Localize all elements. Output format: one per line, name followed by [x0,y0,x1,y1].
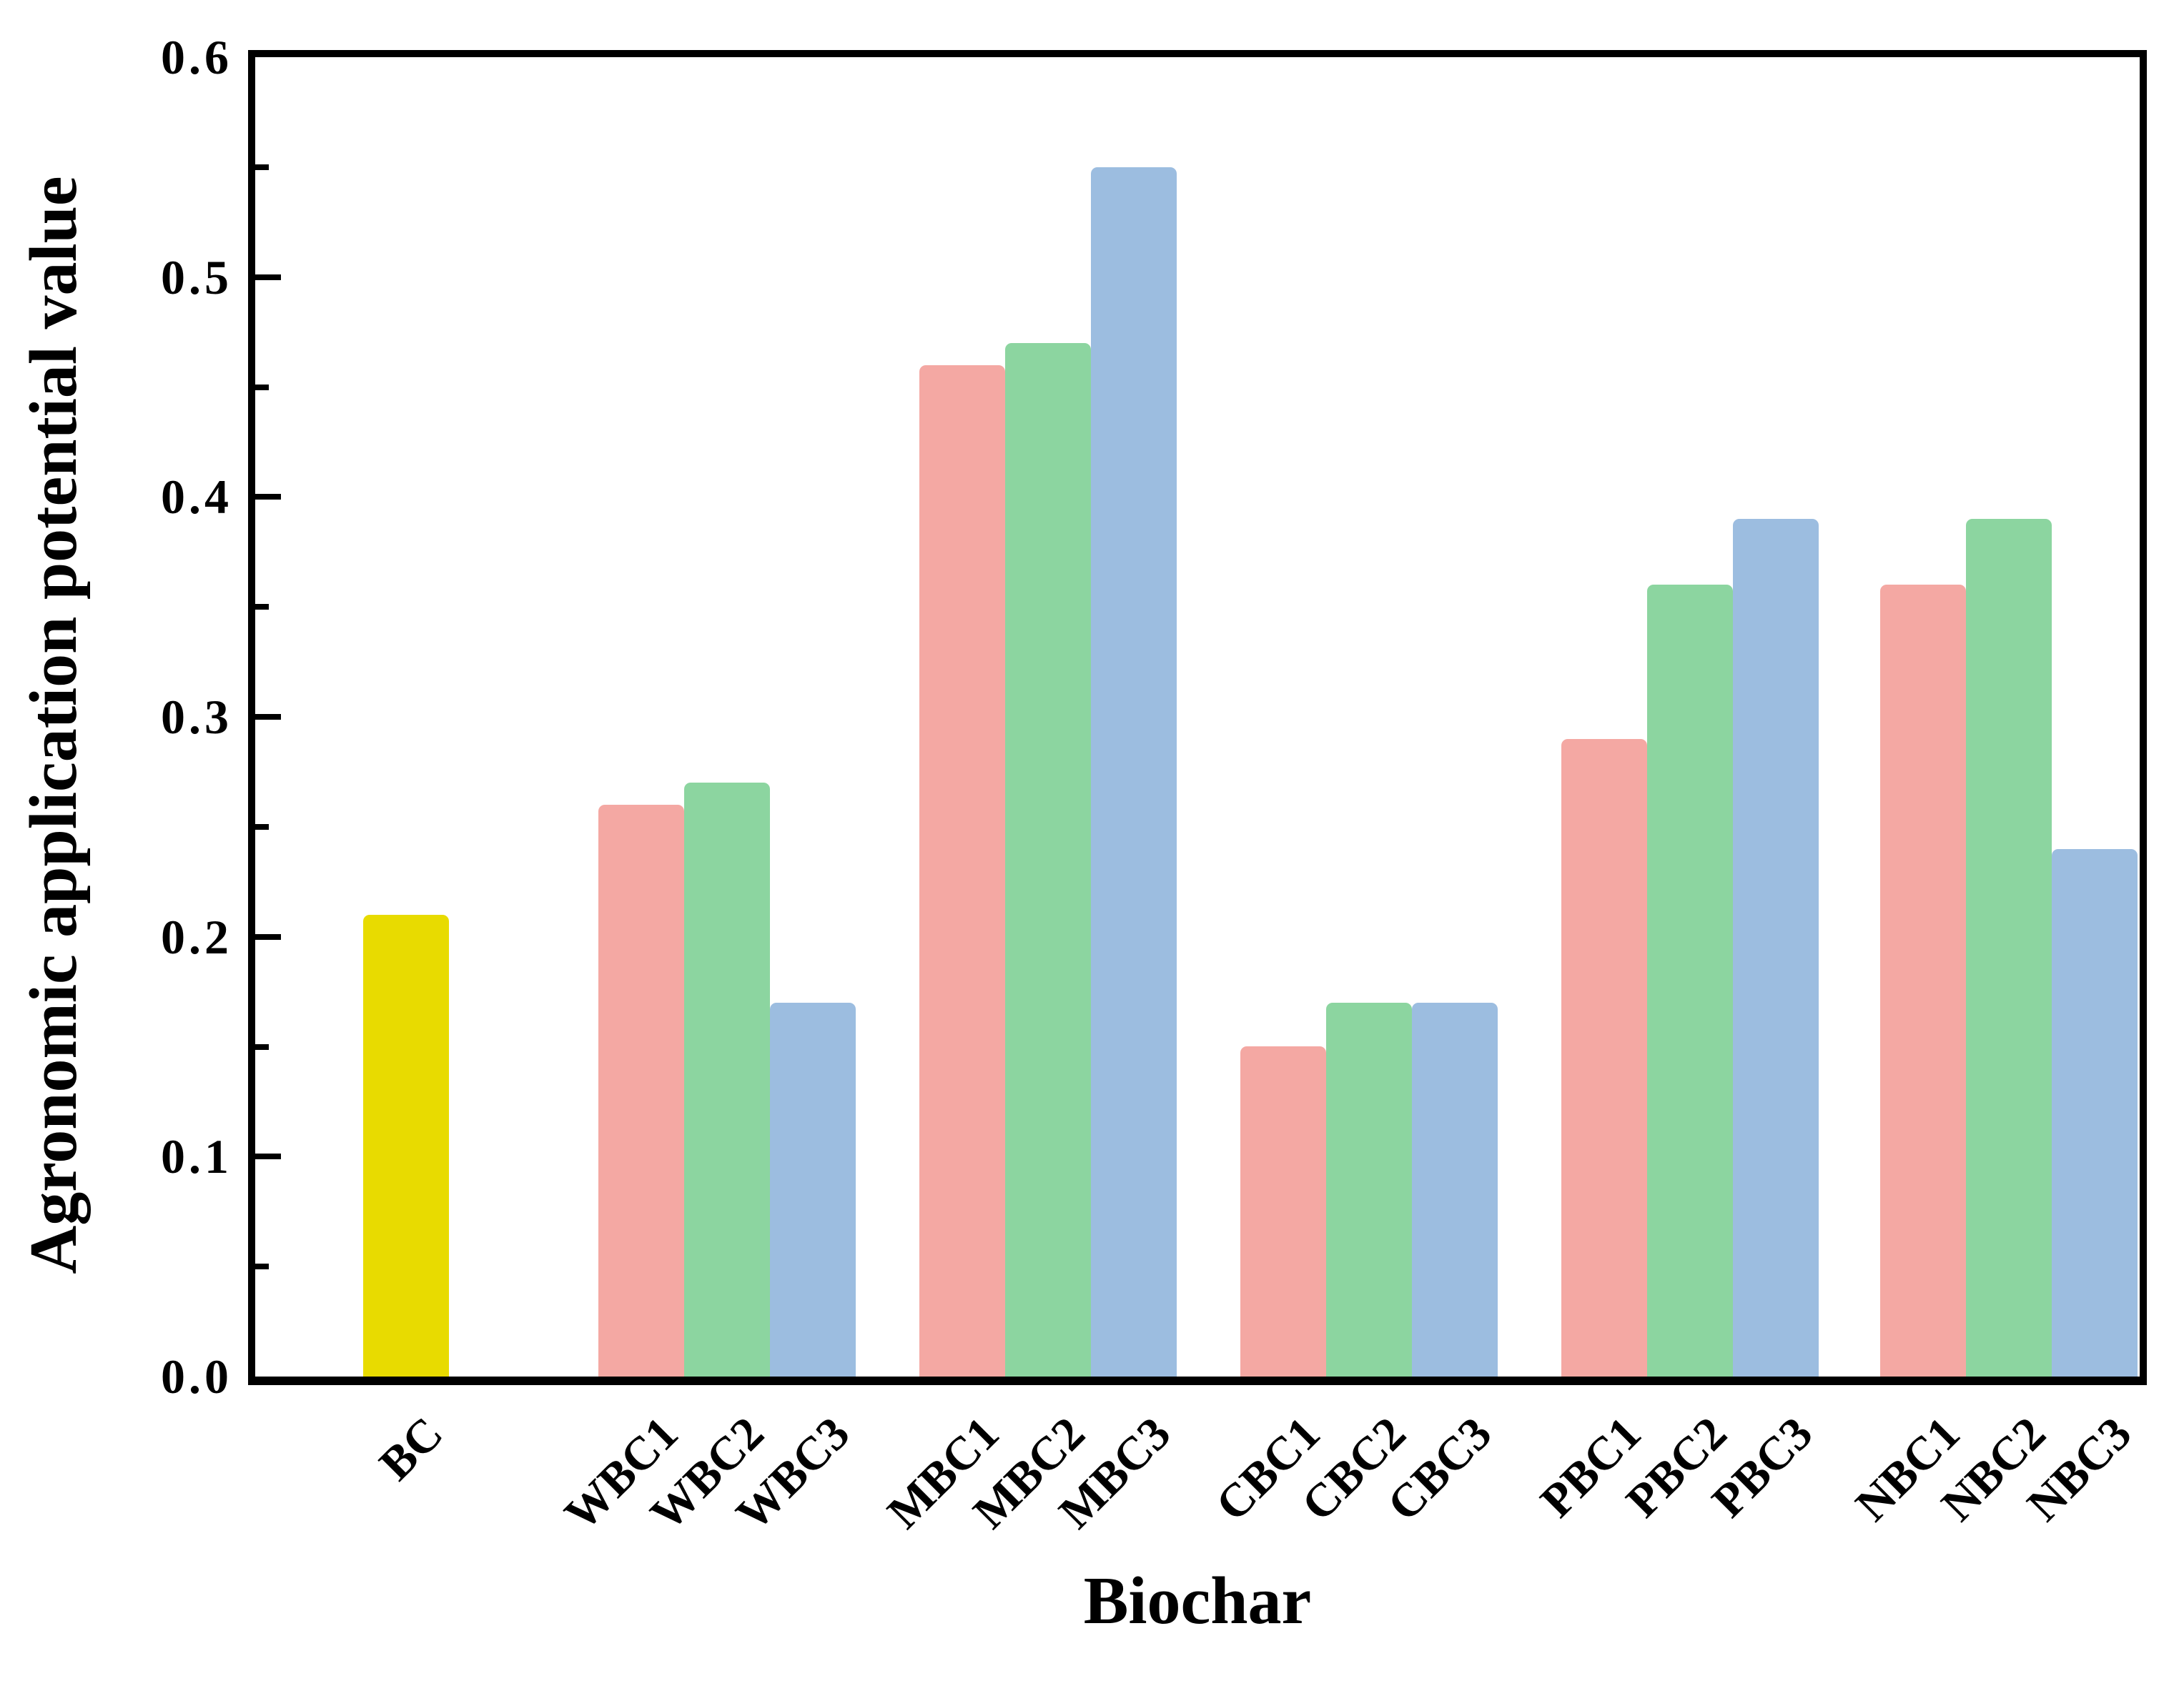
bar-CBC3 [1412,1003,1498,1377]
x-axis-title: Biochar [1083,1564,1312,1638]
y-tick-label: 0.2 [161,909,232,964]
bar-PBC3 [1733,519,1819,1377]
bar-MBC1 [919,365,1005,1377]
bar-MBC2 [1005,343,1091,1377]
y-minor-tick-mark [255,604,269,610]
y-tick-label: 0.4 [161,470,232,525]
bar-PBC2 [1647,585,1733,1377]
y-major-tick-mark [255,714,281,720]
bar-WBC1 [598,805,684,1377]
y-minor-tick-mark [255,164,269,170]
y-minor-tick-mark [255,384,269,390]
bar-PBC1 [1561,739,1647,1377]
y-major-tick-mark [255,274,281,280]
y-minor-tick-mark [255,1264,269,1270]
bar-MBC3 [1091,167,1177,1377]
y-major-tick-mark [255,494,281,500]
bar-WBC2 [684,783,770,1377]
y-tick-label: 0.1 [161,1129,232,1184]
y-major-tick-mark [255,933,281,940]
y-minor-tick-mark [255,823,269,830]
y-tick-label: 0.6 [161,30,232,84]
y-major-tick-mark [255,1154,281,1160]
y-tick-label: 0.5 [161,249,232,304]
bar-BC [363,915,449,1377]
bar-CBC1 [1240,1046,1326,1377]
bar-CBC2 [1326,1003,1412,1377]
bar-WBC3 [770,1003,856,1377]
bar-NBC3 [2052,849,2138,1377]
bar-NBC1 [1880,585,1966,1377]
y-tick-label: 0.3 [161,690,232,744]
y-tick-label: 0.0 [161,1349,232,1404]
bar-NBC2 [1966,519,2052,1377]
plot-area [248,50,2147,1385]
y-minor-tick-mark [255,1043,269,1050]
